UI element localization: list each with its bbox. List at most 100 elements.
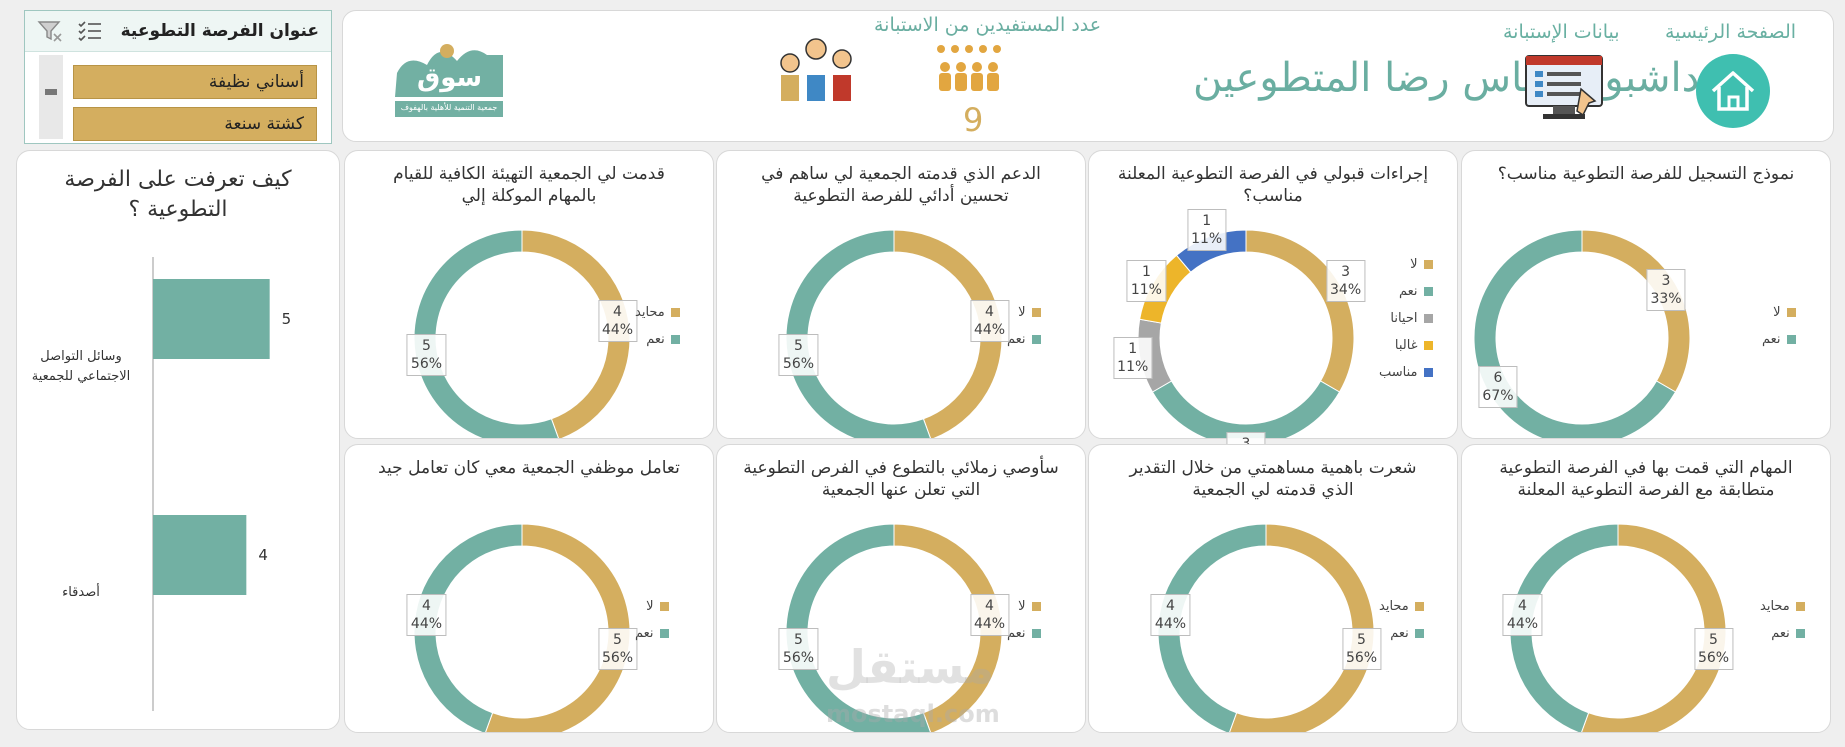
opportunity-slicer: عنوان الفرصة التطوعية أسناني نظيفة كشتة … [24, 10, 332, 144]
legend-swatch [1414, 629, 1424, 638]
donut-data-label: 4 44% [597, 300, 638, 343]
legend-swatch [1031, 308, 1041, 317]
chart-title: تعامل موظفي الجمعية معي كان تعامل جيد [378, 458, 680, 478]
legend-label: نعم [1762, 332, 1781, 347]
organization-logo: سوق جمعية التنمية للأهلية بالهفوف [387, 31, 511, 126]
legend-label: نعم [1771, 626, 1790, 641]
watermark-url: mostaql.com [826, 700, 1000, 728]
donut-card: شعرت باهمية مساهمتي من خلال التقدير الذي… [1088, 444, 1458, 733]
legend-item: لا [1379, 251, 1433, 278]
chart-legend: محايد نعم [635, 299, 680, 353]
donut-slice [1229, 523, 1375, 732]
donut-data-label: 4 44% [1150, 594, 1191, 637]
donut-data-label: 4 44% [406, 594, 447, 637]
home-icon[interactable] [1695, 53, 1771, 129]
donut-data-label: 5 56% [778, 333, 819, 376]
slicer-item-1[interactable]: أسناني نظيفة [73, 65, 317, 99]
chart-title: قدمت لي الجمعية التهيئة الكافية للقيام ب… [393, 164, 665, 206]
donut-slice [1581, 229, 1691, 393]
legend-swatch [670, 335, 680, 344]
legend-item: نعم [635, 326, 680, 353]
slicer-scrollbar[interactable] [39, 55, 63, 139]
legend-item: نعم [1007, 326, 1041, 353]
dashboard-title: داشبورد قياس رضا المتطوعين [1193, 55, 1700, 101]
bar-category-label: وسائل التواصل الاجتماعي للجمعية [31, 349, 131, 384]
donut-slice [485, 523, 631, 732]
donut-chart [1157, 523, 1375, 732]
donut-chart [785, 523, 1003, 732]
chart-legend: لا نعم [1762, 299, 1796, 353]
donut-data-label: 6 67% [1478, 365, 1518, 408]
donut-slice [1473, 229, 1677, 438]
chart-title: نموذج التسجيل للفرصة التطوعية مناسب؟ [1497, 164, 1795, 184]
legend-item: نعم [1007, 620, 1041, 647]
donut-card: المهام التي قمت بها في الفرصة التطوعية م… [1461, 444, 1831, 733]
donut-data-label: 3 34% [1326, 259, 1366, 302]
bar [153, 279, 270, 359]
donut-card: إجراءات قبولي في الفرصة التطوعية المعلنة… [1088, 150, 1458, 474]
donut-slice [521, 229, 631, 438]
donut-slice [413, 229, 559, 438]
nav-home-label[interactable]: الصفحة الرئيسية [1665, 21, 1797, 43]
chart-title: شعرت باهمية مساهمتي من خلال التقدير الذي… [1129, 458, 1417, 500]
bar-chart-title: كيف تعرفت على الفرصة التطوعية ؟ [64, 167, 292, 222]
legend-swatch [1795, 602, 1805, 611]
header-panel: سوق جمعية التنمية للأهلية بالهفوف عدد ال… [342, 10, 1834, 142]
legend-label: احيانا [1390, 311, 1418, 326]
chart-legend: محايد نعم [1760, 593, 1805, 647]
legend-item: نعم [1760, 620, 1805, 647]
chart-legend: لا نعم [635, 593, 669, 647]
legend-swatch [1031, 335, 1041, 344]
legend-item: نعم [1379, 278, 1433, 305]
bar-value-label: 4 [258, 546, 268, 564]
legend-item: محايد [1379, 593, 1424, 620]
donut-data-label: 5 56% [597, 627, 638, 670]
clear-filter-icon[interactable] [37, 20, 63, 42]
legend-swatch [1031, 602, 1041, 611]
chart-title: الدعم الذي قدمته الجمعية لي ساهم في تحسي… [761, 164, 1041, 206]
bar [153, 515, 247, 595]
donut-slice [413, 523, 523, 732]
legend-swatch [1423, 368, 1433, 377]
chart-legend: لا نعم احيانا غالبا مناسب [1379, 251, 1433, 386]
donut-data-label: 4 44% [969, 300, 1010, 343]
legend-item: نعم [1379, 620, 1424, 647]
legend-swatch [1795, 629, 1805, 638]
chart-legend: لا نعم [1007, 299, 1041, 353]
donut-data-label: 5 56% [1693, 627, 1734, 670]
survey-form-icon[interactable] [1523, 53, 1605, 123]
legend-label: لا [1773, 305, 1781, 320]
raised-hands-icon [780, 38, 852, 101]
legend-label: محايد [635, 305, 665, 320]
legend-swatch [1423, 314, 1433, 323]
multi-select-icon[interactable] [77, 20, 103, 42]
donut-data-label: 4 44% [1502, 594, 1543, 637]
chart-title: إجراءات قبولي في الفرصة التطوعية المعلنة… [1117, 164, 1429, 206]
logo-text: سوق [417, 63, 483, 93]
nav-survey-label[interactable]: بيانات الإستبانة [1503, 21, 1620, 43]
legend-label: لا [1018, 305, 1026, 320]
bar-value-label: 5 [282, 310, 292, 328]
legend-label: غالبا [1394, 338, 1418, 353]
legend-label: لا [646, 599, 654, 614]
donut-data-label: 4 44% [969, 594, 1010, 637]
donut-data-label: 5 56% [778, 627, 819, 670]
chart-legend: محايد نعم [1379, 593, 1424, 647]
legend-label: نعم [1007, 626, 1026, 641]
donut-data-label: 1 11% [1126, 259, 1166, 302]
slicer-item-2[interactable]: كشتة سنعة [73, 107, 317, 141]
legend-item: لا [1007, 299, 1041, 326]
legend-label: لا [1018, 599, 1026, 614]
donut-slice [785, 229, 931, 438]
legend-item: احيانا [1379, 305, 1433, 332]
donut-chart [413, 229, 631, 438]
donut-slice [893, 229, 1003, 438]
donut-card: سأوصي زملائي بالتطوع في الفرص التطوعية ا… [716, 444, 1086, 733]
donut-slice [785, 523, 931, 732]
legend-item: محايد [1760, 593, 1805, 620]
slicer-header: عنوان الفرصة التطوعية [25, 11, 331, 52]
legend-swatch [659, 602, 669, 611]
donut-chart [1509, 523, 1727, 732]
